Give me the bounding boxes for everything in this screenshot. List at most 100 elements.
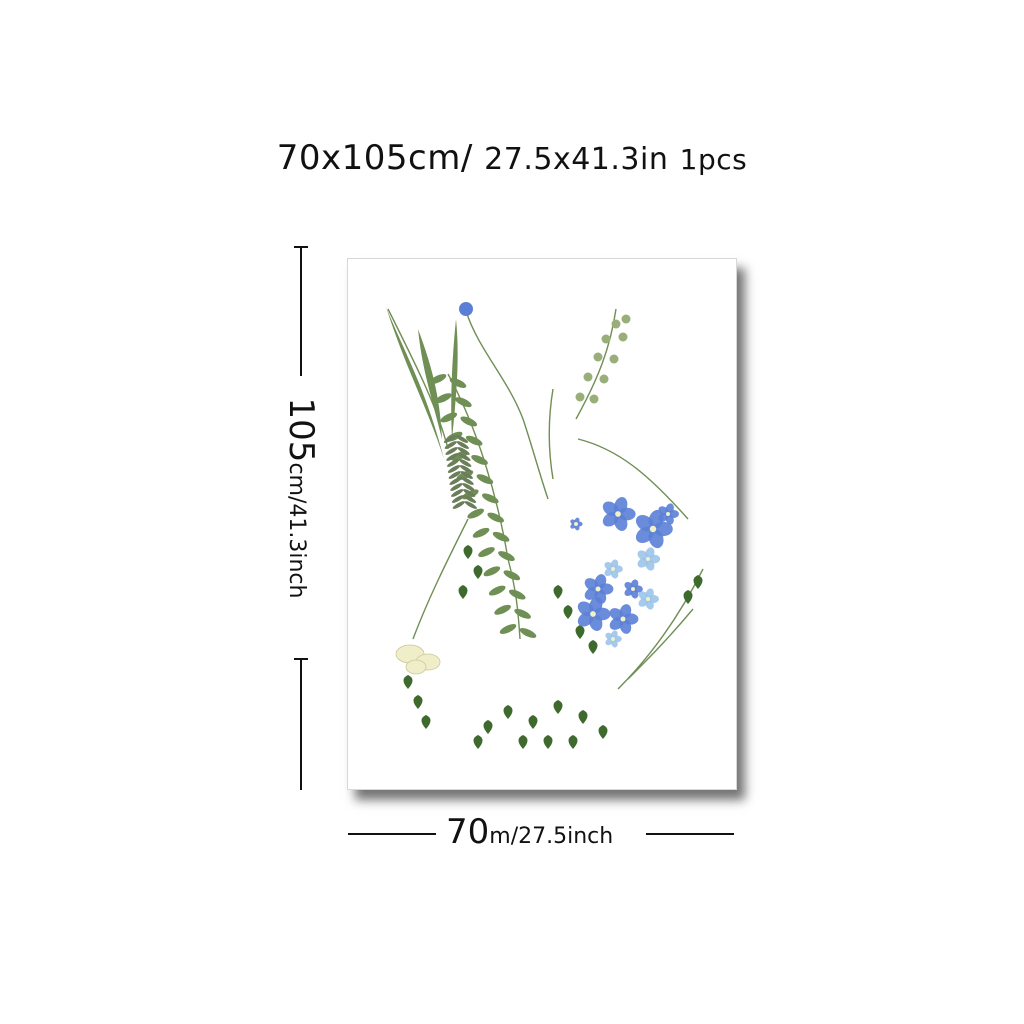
- fern-pinna: [458, 453, 471, 461]
- maidenhair-leaf: [588, 640, 598, 654]
- seedpod: [601, 334, 611, 344]
- flower-center: [595, 586, 601, 592]
- flower-center: [611, 637, 615, 641]
- bud-stem: [548, 388, 554, 480]
- seedpod: [593, 352, 603, 362]
- flower-center: [574, 522, 578, 526]
- vine-leaflet: [467, 508, 484, 519]
- fern-pinna: [446, 453, 459, 461]
- leaf-stem: [412, 518, 469, 640]
- flower-center: [611, 567, 615, 571]
- vine-leaflet: [488, 585, 506, 596]
- maidenhair-leaf: [553, 585, 563, 599]
- flower-petal: [594, 574, 607, 590]
- fern-pinna: [447, 465, 461, 473]
- fern-pinna: [459, 459, 472, 467]
- fern-pinna: [457, 447, 470, 455]
- seedpod: [621, 314, 631, 324]
- fern-pinna: [451, 489, 464, 497]
- flower-center: [620, 616, 626, 622]
- fern-pinna: [461, 477, 474, 485]
- grass-stem: [387, 308, 449, 450]
- size-cm-text: 70x105cm/: [276, 138, 473, 178]
- vine-leaflet: [440, 412, 458, 423]
- pressed-flower-artwork: [386, 302, 704, 749]
- cream-petal: [405, 659, 427, 675]
- flower-petal: [665, 503, 674, 515]
- vine-leaflet: [508, 589, 526, 600]
- maidenhair-leaf: [413, 695, 423, 709]
- grass-blade: [386, 307, 444, 459]
- vine-leaflet: [482, 493, 499, 504]
- vine-leaflet: [499, 624, 517, 634]
- vine-leaflet: [478, 547, 495, 558]
- flower-stem: [465, 310, 549, 500]
- flower-petal: [610, 559, 619, 570]
- flower-petal: [619, 604, 632, 620]
- fern-pinna: [447, 459, 460, 467]
- vine-leaflet: [494, 604, 511, 615]
- seedpod: [583, 372, 593, 382]
- width-value: 70: [446, 812, 490, 852]
- quantity-text: 1pcs: [679, 143, 748, 176]
- fern-pinna: [443, 435, 457, 443]
- vine-leaflet: [492, 531, 510, 542]
- seedpod: [599, 374, 609, 384]
- flower-petal: [611, 630, 618, 640]
- size-in-text: 27.5x41.3in: [484, 142, 669, 177]
- leaflet-group: [429, 374, 537, 638]
- flower-center: [590, 611, 596, 617]
- maidenhair-leaf: [598, 725, 608, 739]
- maidenhair-leaf: [578, 710, 588, 724]
- maidenhair-leaf: [528, 715, 538, 729]
- fern-pinna: [452, 501, 465, 509]
- maidenhair-leaf: [693, 575, 703, 589]
- seedpod: [589, 394, 599, 404]
- flower-center: [646, 597, 650, 601]
- width-label: 70m/27.5inch: [446, 812, 613, 852]
- height-line-bottom: [300, 660, 302, 790]
- height-label: 105cm/41.3inch: [281, 398, 321, 599]
- flower-center: [615, 511, 621, 517]
- height-value: 105: [281, 397, 321, 463]
- grass-blade: [418, 329, 442, 439]
- vine-leaflet: [435, 393, 452, 404]
- top-blue-flower: [459, 302, 473, 316]
- height-line-top: [300, 246, 302, 376]
- seedpod: [611, 319, 621, 329]
- flower-petal: [645, 588, 654, 600]
- fern-pinna: [463, 495, 477, 503]
- flower-center: [649, 525, 657, 533]
- maidenhair-leaf: [553, 700, 563, 714]
- flower-center: [631, 587, 635, 591]
- maidenhair-leaf: [458, 585, 468, 599]
- maidenhair-leaf: [473, 565, 483, 579]
- flower-center: [666, 512, 670, 516]
- fern-pinna: [449, 477, 462, 485]
- maidenhair-leaf: [503, 705, 513, 719]
- vine-leaflet: [487, 512, 504, 523]
- vine-leaflet: [465, 435, 483, 446]
- seed-stem: [627, 608, 694, 680]
- maidenhair-leaf: [483, 720, 493, 734]
- vine-leaflet: [451, 450, 468, 461]
- maidenhair-leaf: [473, 735, 483, 749]
- blue-flower-cluster: [570, 497, 679, 648]
- vine-leaflet: [519, 628, 537, 638]
- vine-leaflet: [460, 416, 478, 427]
- seedpod-cluster: [575, 314, 631, 404]
- vine-leaflet: [476, 474, 494, 485]
- seedpod: [618, 332, 628, 342]
- maidenhair-leaf: [563, 605, 573, 619]
- fern-pinna: [459, 465, 473, 473]
- size-title: 70x105cm/ 27.5x41.3in 1pcs: [0, 138, 1024, 178]
- poster-canvas: [347, 258, 737, 790]
- fern-pinna: [455, 435, 469, 443]
- fern-pinna: [456, 441, 469, 449]
- fern-pinna: [464, 501, 477, 509]
- vine-leaflet: [471, 454, 488, 465]
- fern-pinna: [463, 489, 476, 497]
- maidenhair-fern: [403, 545, 703, 749]
- flower-petal: [648, 509, 664, 530]
- maidenhair-leaf: [568, 735, 578, 749]
